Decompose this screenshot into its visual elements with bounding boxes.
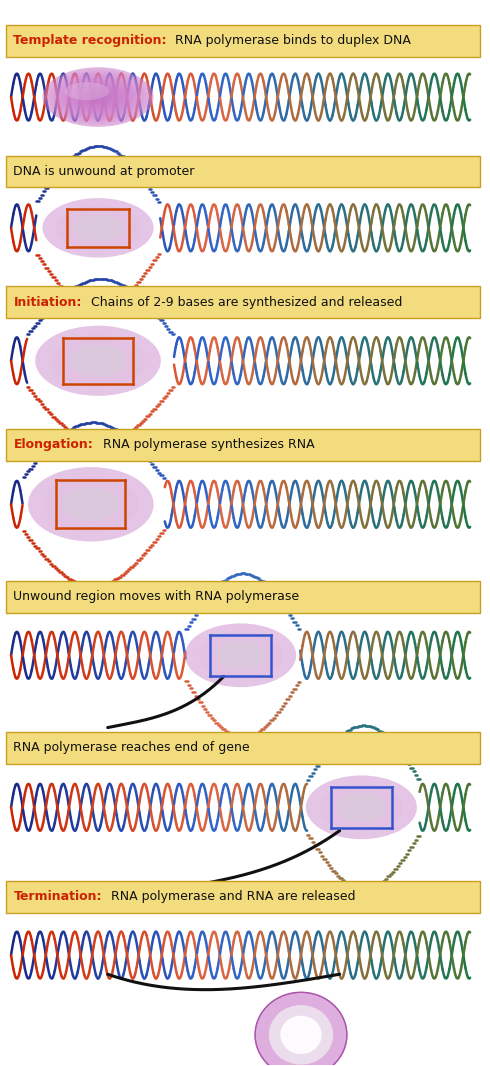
- Ellipse shape: [76, 85, 120, 109]
- Ellipse shape: [56, 206, 140, 251]
- Ellipse shape: [336, 793, 387, 822]
- FancyBboxPatch shape: [6, 732, 480, 763]
- Text: Elongation:: Elongation:: [13, 438, 93, 451]
- Ellipse shape: [81, 88, 115, 106]
- Ellipse shape: [78, 86, 118, 108]
- Ellipse shape: [185, 624, 296, 688]
- Ellipse shape: [73, 214, 123, 241]
- Ellipse shape: [90, 93, 106, 101]
- Ellipse shape: [48, 70, 148, 124]
- Text: Chains of 2-9 bases are synthesized and released: Chains of 2-9 bases are synthesized and …: [83, 295, 403, 309]
- Ellipse shape: [93, 94, 103, 100]
- Ellipse shape: [255, 992, 347, 1066]
- Ellipse shape: [319, 784, 403, 831]
- Ellipse shape: [43, 198, 153, 258]
- Ellipse shape: [43, 67, 153, 127]
- Ellipse shape: [199, 631, 282, 679]
- Text: RNA polymerase reaches end of gene: RNA polymerase reaches end of gene: [13, 741, 250, 755]
- Ellipse shape: [63, 487, 119, 521]
- Text: RNA polymerase binds to duplex DNA: RNA polymerase binds to duplex DNA: [167, 34, 411, 47]
- FancyBboxPatch shape: [6, 25, 480, 56]
- Ellipse shape: [84, 90, 112, 104]
- Text: Template recognition:: Template recognition:: [13, 34, 167, 47]
- Ellipse shape: [95, 96, 101, 98]
- Ellipse shape: [65, 79, 131, 115]
- FancyBboxPatch shape: [6, 881, 480, 912]
- Ellipse shape: [70, 82, 126, 112]
- Ellipse shape: [306, 775, 417, 839]
- Text: Initiation:: Initiation:: [13, 295, 82, 309]
- Ellipse shape: [70, 345, 126, 376]
- Ellipse shape: [62, 78, 134, 116]
- Ellipse shape: [56, 75, 140, 119]
- Ellipse shape: [28, 467, 153, 542]
- FancyBboxPatch shape: [6, 429, 480, 461]
- Text: Termination:: Termination:: [13, 890, 102, 903]
- Ellipse shape: [51, 335, 145, 387]
- Ellipse shape: [65, 82, 109, 100]
- FancyBboxPatch shape: [6, 287, 480, 319]
- Ellipse shape: [216, 641, 266, 669]
- Ellipse shape: [35, 326, 161, 395]
- Ellipse shape: [44, 477, 138, 532]
- FancyBboxPatch shape: [6, 581, 480, 613]
- Ellipse shape: [73, 84, 123, 111]
- Text: RNA polymerase synthesizes RNA: RNA polymerase synthesizes RNA: [95, 438, 314, 451]
- Ellipse shape: [59, 77, 137, 118]
- Ellipse shape: [68, 81, 128, 113]
- Text: DNA is unwound at promoter: DNA is unwound at promoter: [13, 165, 195, 178]
- Ellipse shape: [53, 74, 143, 120]
- Text: RNA polymerase and RNA are released: RNA polymerase and RNA are released: [103, 890, 356, 903]
- Ellipse shape: [51, 71, 145, 123]
- Ellipse shape: [280, 1016, 321, 1054]
- Ellipse shape: [87, 91, 109, 103]
- Text: Unwound region moves with RNA polymerase: Unwound region moves with RNA polymerase: [13, 591, 299, 603]
- Ellipse shape: [269, 1005, 333, 1065]
- FancyBboxPatch shape: [6, 156, 480, 188]
- Ellipse shape: [43, 67, 153, 127]
- Ellipse shape: [45, 69, 151, 126]
